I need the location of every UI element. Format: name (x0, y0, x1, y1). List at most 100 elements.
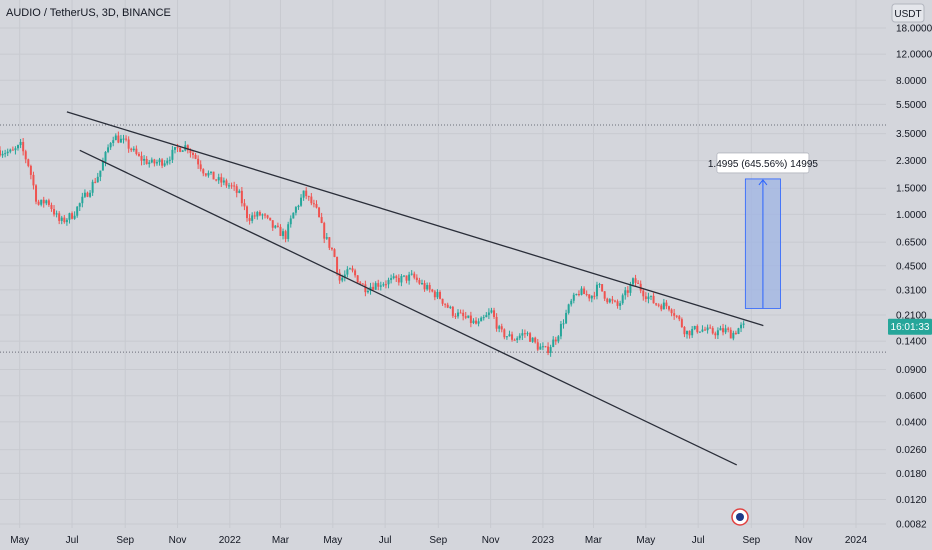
candle-body (212, 171, 215, 180)
measure-arrow-head-icon (758, 179, 768, 186)
x-tick-label: 2022 (219, 535, 242, 546)
candle-body (253, 215, 256, 217)
candle-body (125, 138, 128, 140)
candle-body (392, 276, 395, 279)
candle-body (359, 282, 362, 284)
candle-body (590, 295, 593, 299)
candle-body (526, 333, 529, 335)
currency-button[interactable]: USDT (891, 3, 925, 23)
candle-body (217, 177, 220, 181)
candle-body (73, 215, 76, 219)
candle-body (680, 319, 683, 328)
candle-body (433, 291, 436, 298)
candle-body (539, 346, 542, 350)
candle-body (696, 326, 699, 333)
candle-body (336, 256, 339, 273)
measure-label-box (716, 152, 810, 174)
x-tick-label: 2024 (845, 535, 868, 546)
x-tick-label: Nov (795, 535, 813, 546)
candle-body (593, 295, 596, 297)
candle-body (431, 289, 434, 292)
trendlines[interactable] (66, 111, 764, 466)
candle-body (557, 336, 560, 342)
candle-body (438, 292, 441, 299)
candle-body (737, 328, 740, 334)
candle-body (686, 330, 689, 335)
trendline-upper[interactable] (66, 111, 764, 327)
candle-body (168, 159, 171, 161)
candle-body (354, 270, 357, 276)
candle-body (498, 326, 501, 329)
candle-body (459, 312, 462, 314)
candle-body (287, 224, 290, 239)
candle-body (704, 329, 707, 331)
candle-body (89, 192, 92, 197)
candle-body (505, 336, 508, 338)
candle-body (330, 247, 333, 250)
candle-body (608, 299, 611, 303)
candle-body (562, 323, 565, 325)
candle-body (423, 283, 426, 290)
y-tick-label: 12.0000 (896, 50, 932, 61)
candle-body (284, 231, 287, 239)
candle-body (320, 217, 323, 223)
candle-body (343, 274, 346, 278)
candle-body (117, 135, 120, 143)
candle-body (714, 333, 717, 336)
candle-body (572, 294, 575, 301)
candle-body (701, 329, 704, 332)
x-tick-label: May (636, 535, 655, 546)
candle-body (112, 140, 115, 143)
candle-body (19, 141, 22, 146)
candle-body (356, 275, 359, 283)
price-axis[interactable]: 18.0000 12.0000 8.0000 5.5000 3.5000 2.3000 1.… (888, 24, 932, 531)
x-tick-label: Nov (482, 535, 500, 546)
candle-body (179, 147, 182, 152)
candle-body (655, 303, 658, 305)
candle-body (472, 320, 475, 324)
candle-body (565, 312, 568, 324)
candle-body (428, 285, 431, 290)
candle-body (45, 200, 48, 204)
candle-body (503, 329, 506, 338)
candle-body (204, 173, 207, 176)
y-tick-label: 5.5000 (896, 100, 927, 111)
candle-body (541, 346, 544, 348)
candle-body (55, 213, 58, 215)
candle-body (81, 196, 84, 204)
candle-body (727, 328, 730, 330)
candle-body (670, 309, 673, 314)
candle-body (14, 148, 17, 151)
time-axis[interactable]: May Jul Sep Nov 2022 Mar May Jul Sep Nov 2023 Mar Ma… (10, 535, 867, 546)
candle-body (163, 163, 166, 166)
candle-body (536, 342, 539, 350)
candle-body (660, 305, 663, 310)
candle-body (619, 303, 622, 306)
candle-body (384, 284, 387, 286)
candle-body (171, 149, 174, 160)
trendline-lower[interactable] (79, 149, 738, 466)
candle-body (194, 154, 197, 159)
candle-body (580, 288, 583, 295)
current-price-tag (888, 318, 932, 335)
candle-body (469, 315, 472, 324)
candle-body (238, 190, 241, 193)
candle-body (215, 179, 218, 181)
candle-body (554, 339, 557, 342)
candle-body (143, 158, 146, 161)
candle-body (282, 231, 285, 236)
candles (0, 131, 745, 357)
candle-body (531, 337, 534, 342)
candle-body (101, 161, 104, 171)
measure-tool[interactable]: 1.4995 (645.56%) 14995 (708, 152, 819, 309)
candle-body (99, 170, 102, 177)
y-tick-label: 0.0082 (896, 520, 927, 531)
candle-body (606, 298, 609, 303)
y-tick-label: 0.0260 (896, 445, 927, 456)
candle-body (294, 207, 297, 213)
candle-body (529, 333, 532, 342)
candle-body (312, 203, 315, 205)
logo-badge[interactable] (731, 508, 749, 526)
candle-body (544, 346, 547, 348)
